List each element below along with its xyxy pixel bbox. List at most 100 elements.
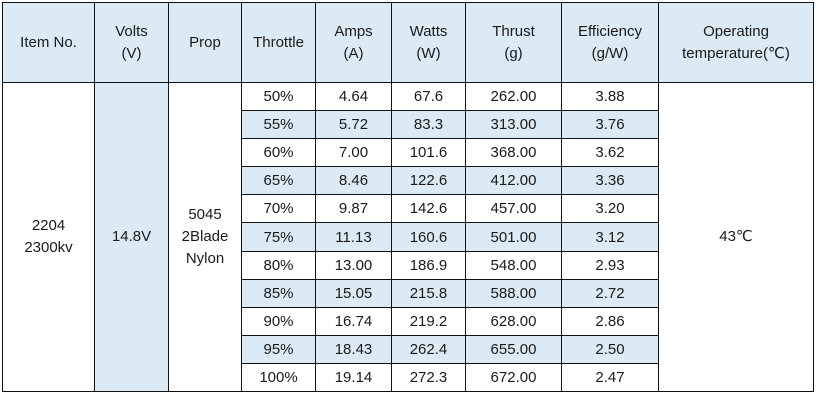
prop-cell: 5045 2Blade Nylon bbox=[168, 81, 242, 393]
efficiency-cell: 2.86 bbox=[561, 306, 659, 336]
header-watts-label: Watts bbox=[409, 22, 448, 40]
header-thrust-label: Thrust bbox=[492, 22, 535, 40]
table-row: 100% 19.14 272.3 672.00 2.47 bbox=[3, 362, 814, 393]
table-row: 95% 18.43 262.4 655.00 2.50 bbox=[3, 334, 814, 364]
watts-cell: 215.8 bbox=[391, 278, 466, 308]
prop-material: Nylon bbox=[185, 250, 225, 268]
table-body: 2204 2300kv 14.8V 5045 2Blade Nylon 50% 4.64 67.… bbox=[2, 81, 814, 393]
header-amps-label: Amps bbox=[334, 22, 373, 40]
efficiency-cell: 3.20 bbox=[561, 194, 659, 224]
header-watts-unit: (W) bbox=[416, 44, 441, 62]
efficiency-cell: 3.76 bbox=[561, 110, 659, 140]
thrust-cell: 628.00 bbox=[465, 306, 562, 336]
efficiency-cell: 2.50 bbox=[561, 334, 659, 364]
thrust-cell: 262.00 bbox=[465, 81, 562, 112]
table-row: 80% 13.00 186.9 548.00 2.93 bbox=[3, 250, 814, 280]
amps-cell: 15.05 bbox=[315, 278, 392, 308]
header-efficiency-unit: (g/W) bbox=[591, 44, 629, 62]
efficiency-cell: 3.62 bbox=[561, 138, 659, 168]
amps-cell: 7.00 bbox=[315, 138, 392, 168]
header-amps: Amps (A) bbox=[315, 2, 392, 83]
watts-cell: 219.2 bbox=[391, 306, 466, 336]
throttle-cell: 75% bbox=[241, 222, 316, 252]
volts-cell: 14.8V bbox=[94, 81, 169, 393]
watts-cell: 160.6 bbox=[391, 222, 466, 252]
header-efficiency-label: Efficiency bbox=[578, 22, 642, 40]
table-row: 75% 11.13 160.6 501.00 3.12 bbox=[3, 222, 814, 252]
amps-cell: 5.72 bbox=[315, 110, 392, 140]
thrust-cell: 672.00 bbox=[465, 362, 562, 393]
table-row: 90% 16.74 219.2 628.00 2.86 bbox=[3, 306, 814, 336]
efficiency-cell: 3.88 bbox=[561, 81, 659, 112]
thrust-cell: 588.00 bbox=[465, 278, 562, 308]
amps-cell: 11.13 bbox=[315, 222, 392, 252]
operating-temperature-cell: 43℃ bbox=[658, 81, 814, 393]
thrust-cell: 412.00 bbox=[465, 166, 562, 196]
header-throttle-label: Throttle bbox=[253, 33, 304, 51]
amps-cell: 9.87 bbox=[315, 194, 392, 224]
table-row: 65% 8.46 122.6 412.00 3.36 bbox=[3, 166, 814, 196]
header-efficiency: Efficiency (g/W) bbox=[561, 2, 659, 83]
efficiency-cell: 3.12 bbox=[561, 222, 659, 252]
throttle-cell: 85% bbox=[241, 278, 316, 308]
thrust-cell: 368.00 bbox=[465, 138, 562, 168]
watts-cell: 101.6 bbox=[391, 138, 466, 168]
header-volts: Volts (V) bbox=[94, 2, 169, 83]
header-thrust-unit: (g) bbox=[504, 44, 523, 62]
throttle-cell: 65% bbox=[241, 166, 316, 196]
header-temperature-label: Operating bbox=[703, 22, 769, 40]
item-no-cell: 2204 2300kv bbox=[2, 81, 95, 393]
header-volts-label: Volts bbox=[115, 22, 148, 40]
throttle-cell: 80% bbox=[241, 250, 316, 280]
table-row: 60% 7.00 101.6 368.00 3.62 bbox=[3, 138, 814, 168]
header-volts-unit: (V) bbox=[121, 44, 142, 62]
throttle-cell: 50% bbox=[241, 81, 316, 112]
watts-cell: 272.3 bbox=[391, 362, 466, 393]
header-temperature: Operating temperature(℃) bbox=[658, 2, 814, 83]
table-row: 85% 15.05 215.8 588.00 2.72 bbox=[3, 278, 814, 308]
throttle-cell: 95% bbox=[241, 334, 316, 364]
header-row: Item No. Volts (V) Prop Throttle Amps (A) … bbox=[2, 2, 814, 83]
thrust-cell: 457.00 bbox=[465, 194, 562, 224]
efficiency-cell: 3.36 bbox=[561, 166, 659, 196]
header-item-no-label: Item No. bbox=[20, 33, 77, 51]
header-prop: Prop bbox=[168, 2, 242, 83]
item-model: 2204 bbox=[31, 217, 66, 235]
efficiency-cell: 2.72 bbox=[561, 278, 659, 308]
motor-spec-table: Item No. Volts (V) Prop Throttle Amps (A) … bbox=[2, 2, 814, 393]
spec-table-container: Item No. Volts (V) Prop Throttle Amps (A) … bbox=[2, 2, 814, 393]
amps-cell: 4.64 bbox=[315, 81, 392, 112]
amps-cell: 8.46 bbox=[315, 166, 392, 196]
watts-cell: 67.6 bbox=[391, 81, 466, 112]
throttle-cell: 100% bbox=[241, 362, 316, 393]
amps-cell: 19.14 bbox=[315, 362, 392, 393]
watts-cell: 262.4 bbox=[391, 334, 466, 364]
watts-cell: 186.9 bbox=[391, 250, 466, 280]
header-amps-unit: (A) bbox=[343, 44, 364, 62]
thrust-cell: 548.00 bbox=[465, 250, 562, 280]
header-throttle: Throttle bbox=[241, 2, 316, 83]
thrust-cell: 655.00 bbox=[465, 334, 562, 364]
header-thrust: Thrust (g) bbox=[465, 2, 562, 83]
table-row: 2204 2300kv 14.8V 5045 2Blade Nylon 50% 4.64 67.… bbox=[2, 81, 814, 393]
thrust-cell: 313.00 bbox=[465, 110, 562, 140]
prop-size: 5045 bbox=[188, 206, 222, 224]
table-row: 70% 9.87 142.6 457.00 3.20 bbox=[3, 194, 814, 224]
table-row: 55% 5.72 83.3 313.00 3.76 bbox=[3, 110, 814, 140]
thrust-cell: 501.00 bbox=[465, 222, 562, 252]
efficiency-cell: 2.93 bbox=[561, 250, 659, 280]
throttle-cell: 70% bbox=[241, 194, 316, 224]
amps-cell: 13.00 bbox=[315, 250, 392, 280]
watts-cell: 122.6 bbox=[391, 166, 466, 196]
throttle-cell: 55% bbox=[241, 110, 316, 140]
amps-cell: 16.74 bbox=[315, 306, 392, 336]
watts-cell: 142.6 bbox=[391, 194, 466, 224]
throttle-cell: 90% bbox=[241, 306, 316, 336]
header-temperature-unit: temperature(℃) bbox=[682, 44, 790, 62]
header-item-no: Item No. bbox=[2, 2, 95, 83]
header-prop-label: Prop bbox=[189, 33, 221, 51]
item-kv: 2300kv bbox=[24, 239, 73, 257]
watts-cell: 83.3 bbox=[391, 110, 466, 140]
amps-cell: 18.43 bbox=[315, 334, 392, 364]
efficiency-cell: 2.47 bbox=[561, 362, 659, 393]
